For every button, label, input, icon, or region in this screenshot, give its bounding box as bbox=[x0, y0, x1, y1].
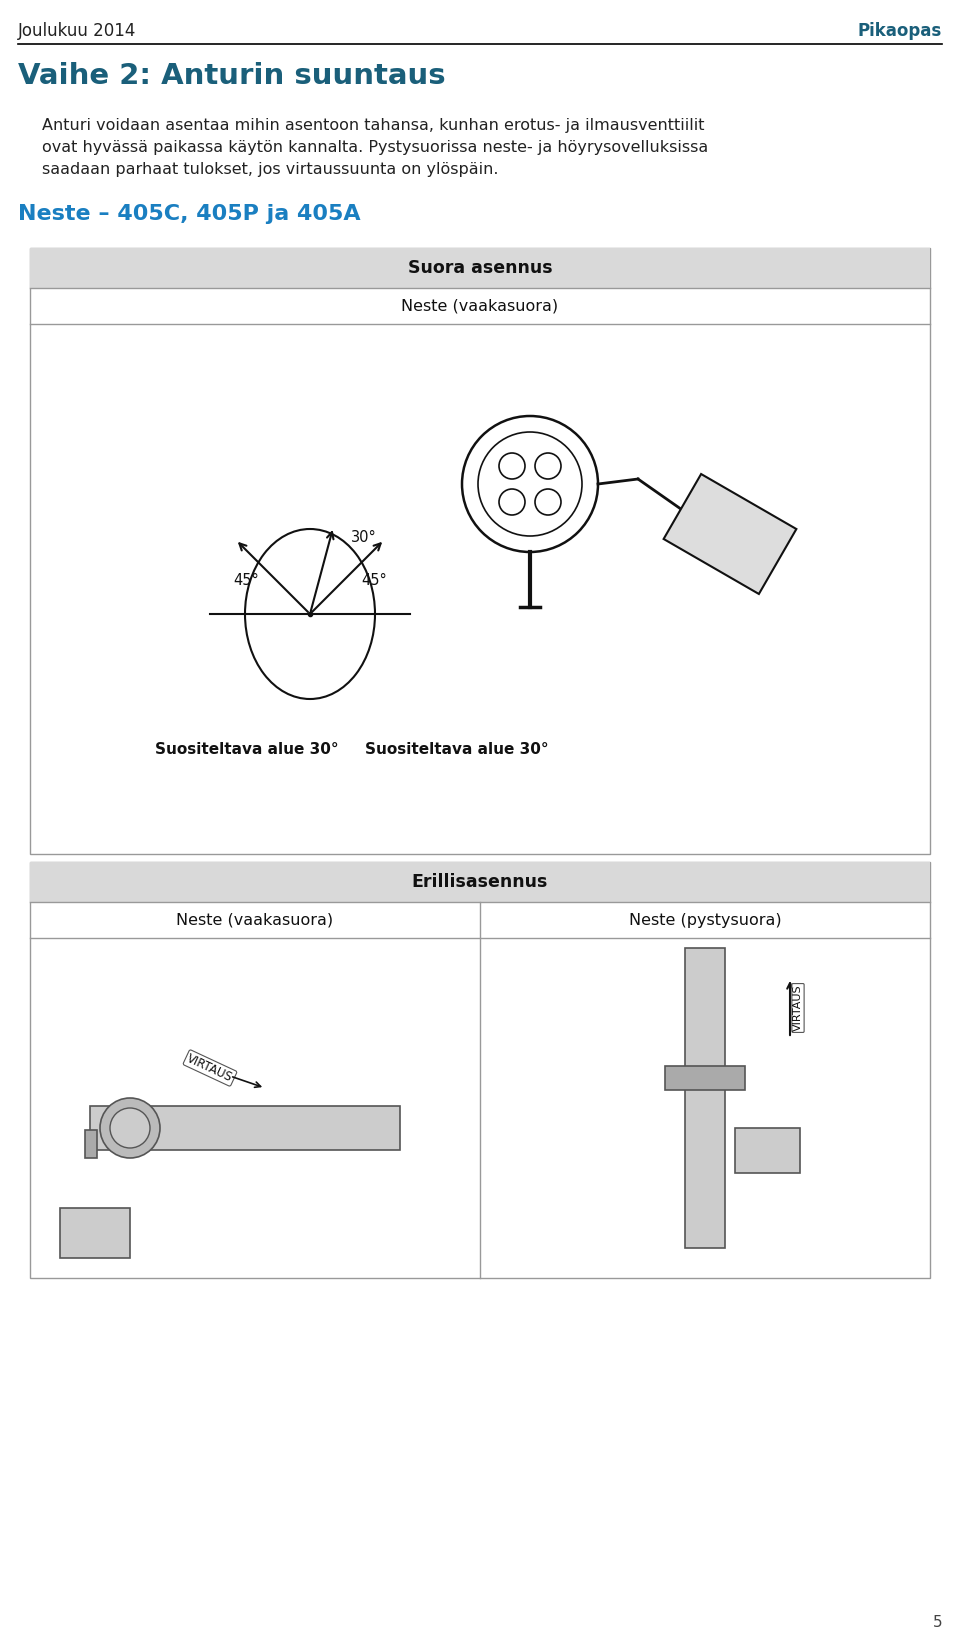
Bar bbox=[30, 861, 930, 1278]
Bar bbox=[685, 949, 725, 1248]
Text: Vaihe 2: Anturin suuntaus: Vaihe 2: Anturin suuntaus bbox=[18, 63, 445, 91]
Bar bbox=[30, 249, 930, 855]
Text: Neste – 405C, 405P ja 405A: Neste – 405C, 405P ja 405A bbox=[18, 204, 361, 224]
Text: Neste (pystysuora): Neste (pystysuora) bbox=[629, 912, 781, 927]
Text: ovat hyvässä paikassa käytön kannalta. Pystysuorissa neste- ja höyrysovelluksiss: ovat hyvässä paikassa käytön kannalta. P… bbox=[42, 140, 708, 155]
Bar bbox=[30, 249, 930, 288]
Text: VIRTAUS: VIRTAUS bbox=[185, 1052, 235, 1084]
Text: Erillisasennus: Erillisasennus bbox=[412, 873, 548, 891]
Text: Joulukuu 2014: Joulukuu 2014 bbox=[18, 21, 136, 40]
Bar bbox=[30, 861, 930, 903]
Text: saadaan parhaat tulokset, jos virtaussuunta on ylöspäin.: saadaan parhaat tulokset, jos virtaussuu… bbox=[42, 161, 498, 176]
Text: 45°: 45° bbox=[233, 573, 258, 588]
Text: Neste (vaakasuora): Neste (vaakasuora) bbox=[177, 912, 333, 927]
Text: Anturi voidaan asentaa mihin asentoon tahansa, kunhan erotus- ja ilmausventtiili: Anturi voidaan asentaa mihin asentoon ta… bbox=[42, 119, 705, 133]
Text: Suora asennus: Suora asennus bbox=[408, 259, 552, 277]
Bar bbox=[85, 1130, 97, 1158]
Text: 5: 5 bbox=[932, 1616, 942, 1631]
Text: Neste (vaakasuora): Neste (vaakasuora) bbox=[401, 298, 559, 313]
Bar bbox=[663, 474, 797, 595]
Text: Suositeltava alue 30°: Suositeltava alue 30° bbox=[365, 741, 548, 756]
Bar bbox=[60, 1207, 130, 1258]
Text: VIRTAUS: VIRTAUS bbox=[793, 985, 803, 1031]
Circle shape bbox=[100, 1099, 160, 1158]
Bar bbox=[665, 1066, 745, 1090]
Circle shape bbox=[110, 1108, 150, 1148]
Text: 45°: 45° bbox=[361, 573, 387, 588]
Text: Pikaopas: Pikaopas bbox=[857, 21, 942, 40]
Text: 30°: 30° bbox=[351, 530, 377, 545]
Bar bbox=[735, 1128, 800, 1173]
Bar bbox=[90, 1107, 400, 1150]
Text: Suositeltava alue 30°: Suositeltava alue 30° bbox=[155, 741, 339, 756]
